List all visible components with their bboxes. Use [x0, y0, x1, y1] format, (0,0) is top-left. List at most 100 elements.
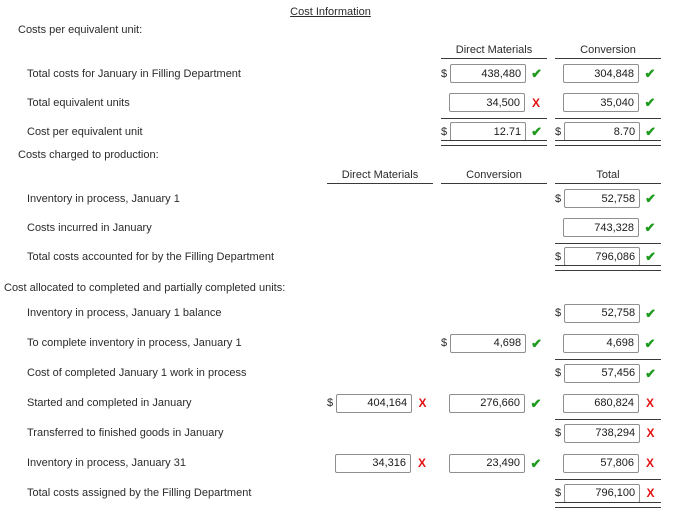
- cell-empty: [327, 117, 433, 146]
- amount-input[interactable]: [564, 483, 641, 503]
- table-row: Cost of completed January 1 work in proc…: [0, 358, 661, 388]
- cell-conversion: $ ✔: [441, 328, 547, 358]
- table-row: Total costs assigned by the Filling Depa…: [0, 478, 661, 508]
- check-icon: ✔: [530, 395, 542, 411]
- amount-input[interactable]: [564, 247, 641, 266]
- cell-empty: [327, 184, 433, 213]
- amount-input[interactable]: [449, 453, 525, 473]
- check-icon: ✔: [644, 66, 656, 81]
- check-icon: ✔: [530, 455, 542, 471]
- row-label: Cost per equivalent unit: [27, 125, 143, 138]
- cell-conversion: ✔: [555, 59, 661, 88]
- dollar-sign: $: [555, 307, 562, 319]
- check-icon: ✔: [531, 124, 543, 139]
- cell-total: ✔: [555, 213, 661, 242]
- cell-conversion: ✔: [555, 88, 661, 117]
- x-icon: X: [645, 396, 654, 410]
- cell-empty: [327, 328, 433, 358]
- cell-total: $ ✔: [555, 358, 661, 388]
- table-row: Total costs for January in Filling Depar…: [0, 59, 661, 88]
- cell-conversion: ✔: [441, 388, 547, 418]
- cell-total: X: [555, 388, 661, 418]
- x-icon: X: [646, 426, 655, 440]
- cell-direct-materials: $ X: [327, 388, 433, 418]
- cell-direct-materials: X: [441, 88, 547, 117]
- check-icon: ✔: [644, 220, 656, 235]
- cell-empty: [441, 298, 547, 328]
- check-icon: ✔: [645, 191, 657, 206]
- cell-empty: [327, 298, 433, 328]
- charged-header-row: Direct Materials Conversion Total: [0, 165, 661, 184]
- cell-conversion: ✔: [441, 448, 547, 478]
- row-label: To complete inventory in process, Januar…: [27, 337, 242, 349]
- column-header-conversion: Conversion: [441, 169, 547, 184]
- row-label: Total costs for January in Filling Depar…: [27, 67, 241, 80]
- cell-empty: [441, 358, 547, 388]
- dollar-sign: $: [441, 67, 448, 80]
- table-row: Cost per equivalent unit $ ✔ $ ✔: [0, 117, 661, 146]
- amount-input[interactable]: [564, 189, 641, 208]
- amount-input[interactable]: [450, 64, 527, 83]
- cell-empty: [441, 242, 547, 271]
- row-label: Started and completed in January: [27, 397, 192, 409]
- check-icon: ✔: [645, 365, 657, 381]
- amount-input[interactable]: [449, 393, 525, 413]
- x-icon: X: [645, 456, 654, 470]
- cell-empty: [441, 184, 547, 213]
- amount-input[interactable]: [564, 303, 641, 323]
- x-icon: X: [531, 95, 540, 110]
- cell-direct-materials: $ ✔: [441, 59, 547, 88]
- dollar-sign: $: [555, 192, 562, 205]
- dollar-sign: $: [555, 487, 562, 499]
- cell-total: $ ✔: [555, 298, 661, 328]
- column-header-conversion: Conversion: [555, 44, 661, 59]
- table-row: Started and completed in January $ X ✔ X: [0, 388, 661, 418]
- cell-total: ✔: [555, 328, 661, 358]
- amount-input[interactable]: [563, 393, 639, 413]
- check-icon: ✔: [531, 66, 543, 81]
- amount-input[interactable]: [564, 363, 641, 383]
- cell-empty: [327, 478, 433, 508]
- check-icon: ✔: [531, 335, 543, 351]
- table-row: Transferred to finished goods in January…: [0, 418, 661, 448]
- dollar-sign: $: [555, 427, 562, 439]
- cell-empty: [441, 213, 547, 242]
- check-icon: ✔: [645, 249, 657, 264]
- amount-input[interactable]: [563, 333, 639, 353]
- cell-empty: [327, 358, 433, 388]
- dollar-sign: $: [441, 125, 448, 138]
- row-label: Inventory in process, January 1: [27, 192, 180, 205]
- check-icon: ✔: [645, 305, 657, 321]
- x-icon: X: [418, 396, 427, 410]
- cell-empty: [441, 418, 547, 448]
- amount-input[interactable]: [563, 93, 639, 112]
- amount-input[interactable]: [563, 64, 639, 83]
- amount-input[interactable]: [563, 218, 639, 237]
- cell-total: $ X: [555, 478, 661, 508]
- column-header-direct-materials: Direct Materials: [441, 44, 547, 59]
- amount-input[interactable]: [449, 93, 525, 112]
- table-row: Total equivalent units X ✔: [0, 88, 661, 117]
- cell-total: $ X: [555, 418, 661, 448]
- row-label: Cost of completed January 1 work in proc…: [27, 367, 247, 379]
- amount-input[interactable]: [564, 423, 641, 443]
- row-label: Transferred to finished goods in January: [27, 427, 224, 439]
- amount-input[interactable]: [335, 453, 411, 473]
- row-label: Inventory in process, January 1 balance: [27, 307, 222, 319]
- dollar-sign: $: [555, 367, 562, 379]
- dollar-sign: $: [555, 125, 562, 138]
- check-icon: ✔: [645, 124, 657, 139]
- dollar-sign: $: [327, 397, 334, 409]
- amount-input[interactable]: [563, 453, 639, 473]
- row-label: Costs incurred in January: [27, 221, 152, 234]
- amount-input[interactable]: [336, 393, 413, 413]
- per-unit-header-row: Direct Materials Conversion: [0, 40, 661, 59]
- section-heading-per-unit: Costs per equivalent unit:: [18, 24, 143, 36]
- amount-input[interactable]: [564, 122, 641, 141]
- amount-input[interactable]: [450, 122, 527, 141]
- dollar-sign: $: [555, 250, 562, 263]
- cell-empty: [327, 418, 433, 448]
- table-row: Inventory in process, January 1 balance …: [0, 298, 661, 328]
- cell-direct-materials: X: [327, 448, 433, 478]
- amount-input[interactable]: [450, 333, 527, 353]
